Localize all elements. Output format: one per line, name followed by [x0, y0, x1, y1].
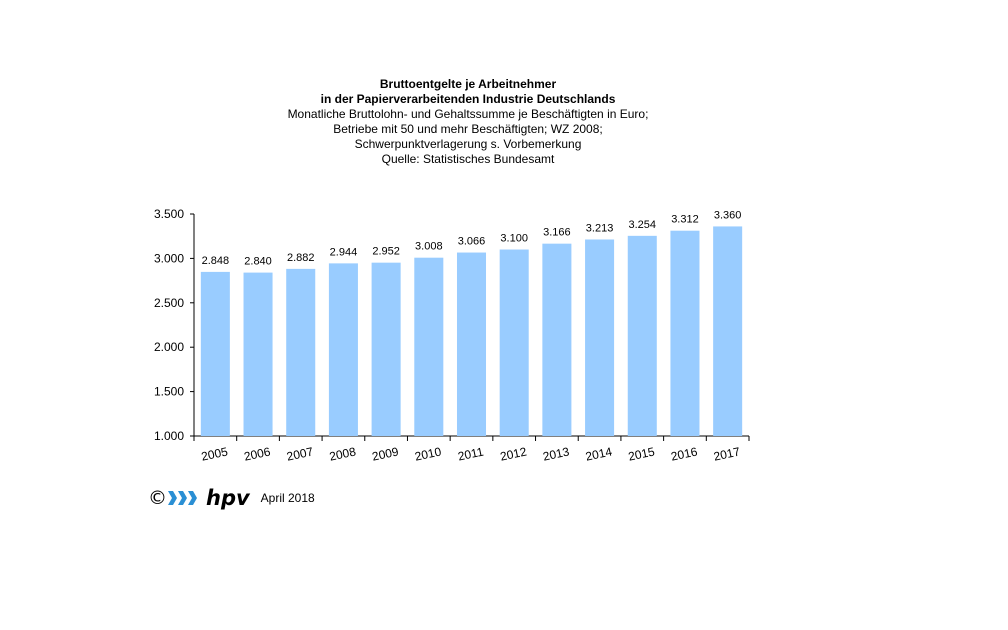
data-label-2010: 3.008: [415, 241, 443, 253]
bar-2016: [670, 230, 700, 436]
chart-subtitle-line2: Betriebe mit 50 und mehr Beschäftigten; …: [333, 122, 603, 136]
brand-name: hpv: [206, 486, 250, 510]
chart-subtitle-line3: Schwerpunktverlagerung s. Vorbemerkung: [354, 137, 582, 151]
bar-2011: [456, 252, 487, 436]
data-label-2011: 3.066: [458, 236, 486, 248]
bar-2013: [542, 243, 572, 436]
x-tick-label-2006: 2006: [243, 444, 272, 463]
data-label-2012: 3.100: [500, 233, 528, 245]
x-tick-label-2012: 2012: [499, 444, 528, 463]
y-axis: 1.000 1.500 2.000 2.500 3.000 3.500: [154, 207, 195, 443]
x-tick-label-2010: 2010: [413, 444, 442, 463]
x-tick-label-2016: 2016: [670, 444, 699, 463]
data-label-2013: 3.166: [543, 227, 571, 239]
x-tick-label-2005: 2005: [200, 444, 229, 463]
x-tick-label-2015: 2015: [627, 444, 656, 463]
x-tick-label-2011: 2011: [457, 444, 485, 463]
chart-source: Quelle: Statistisches Bundesamt: [381, 152, 555, 166]
y-tick-label: 2.500: [154, 296, 184, 310]
y-tick-label: 2.000: [154, 340, 184, 354]
y-tick-label: 1.000: [154, 429, 184, 443]
data-label-2016: 3.312: [671, 214, 699, 226]
x-tick-label-2007: 2007: [285, 444, 314, 463]
bar-2012: [499, 249, 529, 436]
bar-2017: [713, 226, 743, 436]
x-tick-label-2008: 2008: [328, 444, 357, 463]
y-tick-label: 1.500: [154, 385, 184, 399]
data-label-2008: 2.944: [330, 246, 358, 258]
footer: © hpv April 2018: [148, 486, 315, 510]
bar-2008: [328, 263, 358, 436]
bars: [200, 226, 743, 436]
bar-2014: [585, 239, 615, 436]
data-label-2014: 3.213: [586, 222, 614, 234]
x-tick-label-2017: 2017: [712, 444, 741, 463]
x-tick-label-2009: 2009: [371, 444, 400, 463]
x-tick-label-2013: 2013: [542, 444, 571, 463]
bar-2007: [286, 268, 316, 436]
chart-title-line2: in der Papierverarbeitenden Industrie De…: [320, 92, 616, 106]
data-label-2005: 2.848: [202, 255, 230, 267]
data-labels: 2.848 2.840 2.882 2.944 2.952 3.008 3.066 3.100…: [202, 209, 742, 267]
x-axis: 2005 2006 2007 2008 2009 2010 2011 2012 2013 2014…: [193, 435, 750, 464]
publication-date: April 2018: [260, 491, 315, 505]
data-label-2007: 2.882: [287, 252, 315, 264]
bar-2015: [627, 235, 657, 436]
copyright-symbol: ©: [148, 487, 167, 509]
chart-subtitle-line1: Monatliche Bruttolohn- und Gehaltssumme …: [287, 107, 649, 121]
data-label-2015: 3.254: [629, 219, 657, 231]
data-label-2006: 2.840: [244, 256, 272, 268]
bar-2006: [243, 272, 273, 436]
hpv-logo-icon: [168, 491, 197, 505]
chart-title: Bruttoentgelte je Arbeitnehmer: [379, 77, 557, 91]
data-label-2009: 2.952: [372, 246, 400, 258]
y-tick-label: 3.000: [154, 251, 184, 265]
chart-title-block: Bruttoentgelte je Arbeitnehmer in der Pa…: [218, 77, 718, 167]
y-tick-label: 3.500: [154, 207, 184, 221]
data-label-2017: 3.360: [714, 209, 742, 221]
bar-2009: [371, 262, 401, 436]
x-tick-label-2014: 2014: [584, 444, 613, 463]
bar-2010: [414, 257, 444, 436]
bar-2005: [200, 271, 230, 436]
